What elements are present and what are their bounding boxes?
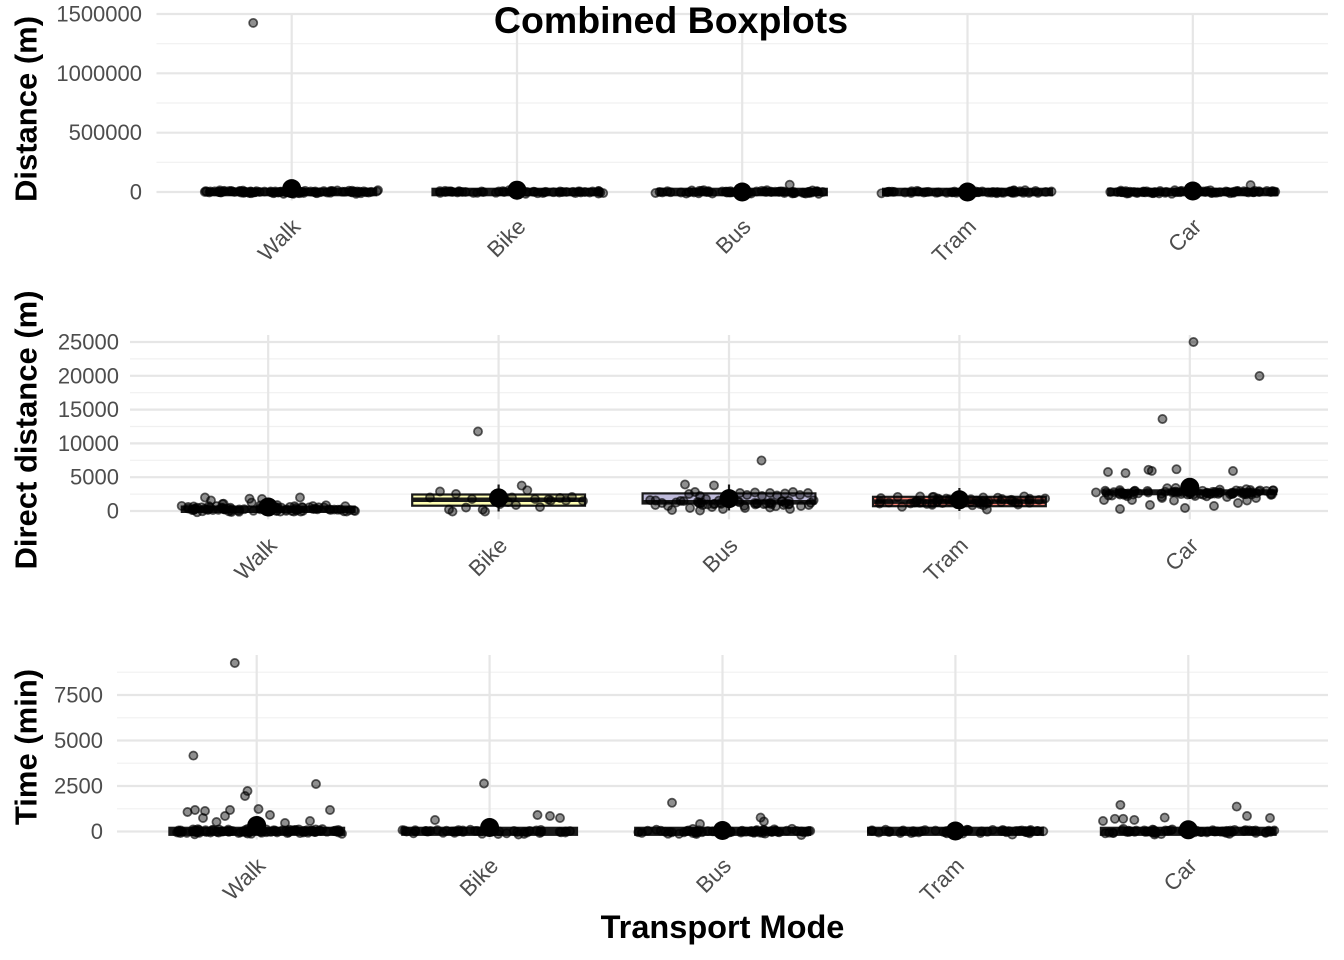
svg-text:7500: 7500: [54, 683, 103, 708]
svg-text:0: 0: [91, 819, 103, 844]
svg-text:0: 0: [107, 499, 119, 524]
svg-text:0: 0: [130, 180, 142, 205]
svg-text:5000: 5000: [54, 728, 103, 753]
svg-text:Combined Boxplots: Combined Boxplots: [494, 0, 848, 41]
svg-text:1500000: 1500000: [56, 2, 142, 27]
svg-text:Time (min): Time (min): [9, 669, 44, 825]
svg-text:Distance (m): Distance (m): [9, 16, 44, 202]
svg-text:Direct distance (m): Direct distance (m): [9, 290, 44, 569]
svg-text:10000: 10000: [58, 431, 119, 456]
svg-text:20000: 20000: [58, 363, 119, 388]
svg-text:25000: 25000: [58, 330, 119, 355]
svg-text:Transport Mode: Transport Mode: [601, 909, 845, 945]
svg-text:1000000: 1000000: [56, 61, 142, 86]
svg-text:500000: 500000: [69, 120, 142, 145]
svg-text:5000: 5000: [70, 465, 119, 490]
svg-text:15000: 15000: [58, 397, 119, 422]
svg-text:2500: 2500: [54, 774, 103, 799]
